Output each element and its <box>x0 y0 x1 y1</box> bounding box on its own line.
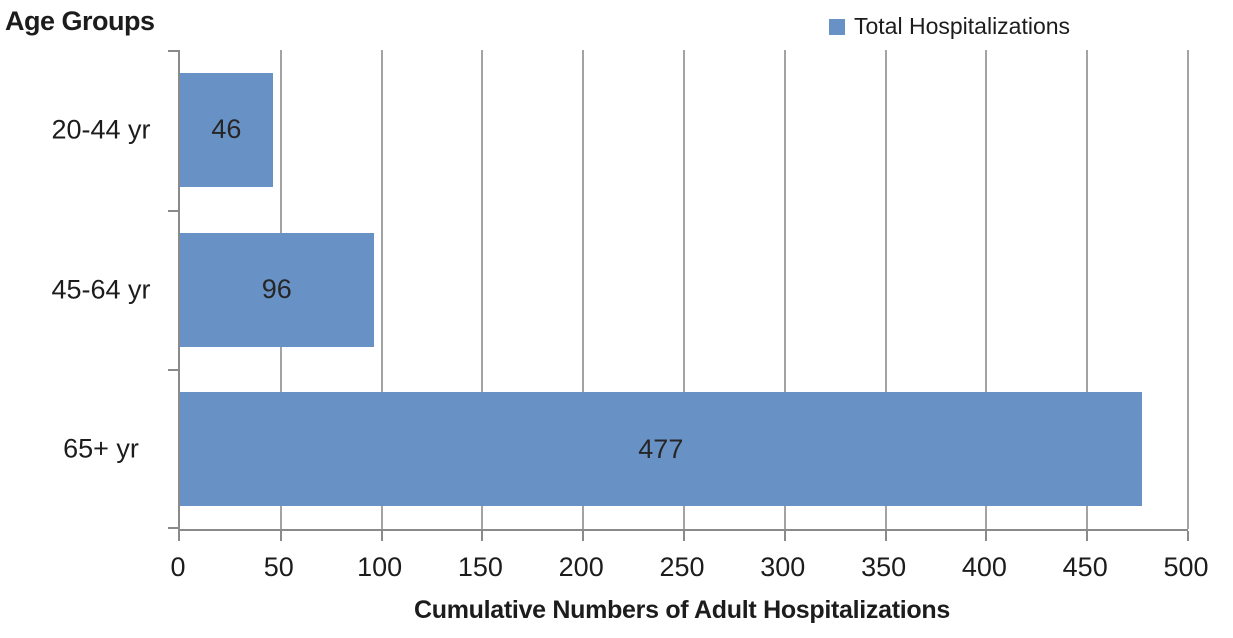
y-axis-tick <box>168 369 178 371</box>
gridline <box>582 50 585 529</box>
y-axis-tick <box>168 527 178 529</box>
x-axis-tick <box>178 531 180 541</box>
x-axis-tick <box>582 531 585 541</box>
x-tick-label: 200 <box>558 552 604 582</box>
bar: 477 <box>180 392 1142 507</box>
bar: 46 <box>180 72 273 187</box>
category-label: 65+ yr <box>63 433 139 464</box>
x-axis-tick <box>985 531 988 541</box>
x-tick-label: 250 <box>659 552 705 582</box>
gridline <box>683 50 685 529</box>
bar-value-label: 477 <box>638 433 684 464</box>
category-label: 45-64 yr <box>51 274 151 304</box>
gridline <box>985 50 988 529</box>
x-axis-tick <box>783 531 786 541</box>
y-axis-tick <box>168 50 178 52</box>
x-tick-label: 450 <box>1062 552 1108 582</box>
category-label: 20-44 yr <box>51 114 151 145</box>
x-tick-label: 150 <box>457 552 503 582</box>
gridline <box>1187 50 1189 529</box>
x-axis-tick <box>683 531 685 541</box>
x-axis-tick <box>1086 531 1089 541</box>
x-axis-title: Cumulative Numbers of Adult Hospitalizat… <box>414 596 950 624</box>
bar-value-label: 96 <box>261 274 292 304</box>
gridline <box>1086 50 1089 529</box>
x-tick-label: 300 <box>760 552 806 582</box>
x-tick-label: 50 <box>263 552 294 582</box>
bar: 96 <box>180 232 374 347</box>
x-axis-tick <box>884 531 887 541</box>
gridline <box>481 50 484 529</box>
gridline <box>884 50 887 529</box>
bar-value-label: 46 <box>211 114 242 145</box>
y-axis-tick <box>168 210 178 212</box>
legend-swatch-icon <box>829 18 845 35</box>
x-axis-tick <box>279 531 282 541</box>
legend: Total Hospitalizations <box>829 13 1070 40</box>
x-tick-label: 500 <box>1163 552 1209 582</box>
y-axis-title: Age Groups <box>5 6 155 36</box>
x-tick-label: 100 <box>357 552 403 582</box>
x-axis-tick <box>1187 531 1189 541</box>
x-tick-label: 400 <box>961 552 1007 582</box>
legend-label: Total Hospitalizations <box>854 13 1071 39</box>
x-tick-label: 0 <box>170 552 186 582</box>
x-axis-tick <box>481 531 484 541</box>
gridline <box>783 50 786 529</box>
plot-area: 46 96 477 <box>168 50 1189 541</box>
x-tick-label: 350 <box>861 552 907 582</box>
x-axis-tick <box>380 531 383 541</box>
gridline <box>380 50 383 529</box>
